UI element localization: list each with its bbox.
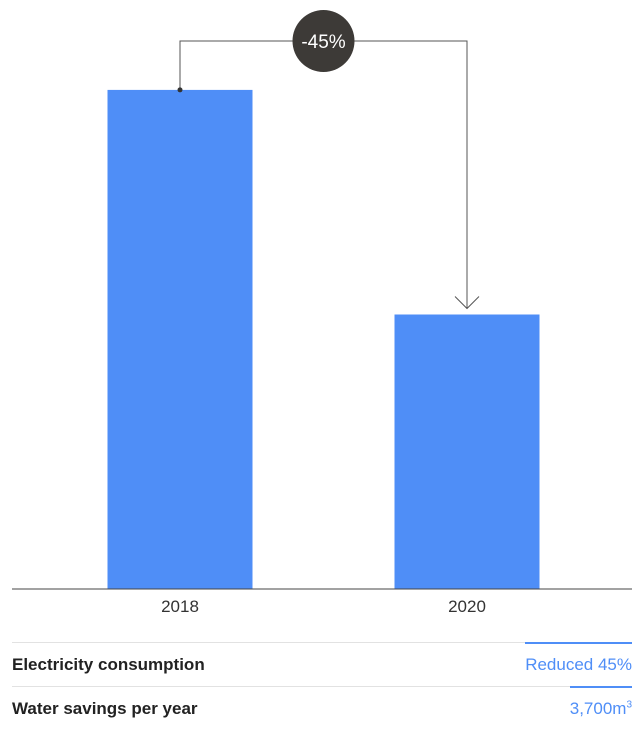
x-tick-label-2018: 2018: [161, 597, 199, 616]
bar-chart: 2018 2020 -45%: [12, 10, 632, 616]
connector-arrowhead: [454, 296, 480, 310]
stat-value-text: Reduced 45%: [525, 655, 632, 674]
stat-accent-line: [525, 642, 632, 644]
x-tick-labels: 2018 2020: [161, 597, 486, 616]
stat-value: 3,700m3: [569, 686, 632, 719]
x-tick-label-2020: 2020: [448, 597, 486, 616]
stat-label: Electricity consumption: [12, 655, 205, 674]
change-badge: [292, 10, 355, 72]
stat-row-electricity: Electricity consumption Reduced 45%: [12, 642, 632, 686]
stat-row-water: Water savings per year 3,700m3: [12, 686, 632, 730]
stat-value-text: 3,700m: [569, 699, 627, 718]
bar-2020: [394, 314, 540, 589]
bars-group: [107, 89, 540, 589]
stats-list: Electricity consumption Reduced 45% Wate…: [12, 642, 632, 730]
change-badge-label: -45%: [301, 32, 345, 53]
change-annotation: -45%: [177, 10, 480, 310]
stat-accent-line: [569, 686, 632, 688]
bar-2018: [107, 89, 253, 589]
stat-value: Reduced 45%: [525, 642, 632, 675]
connector-start-dot: [177, 87, 183, 93]
stat-label: Water savings per year: [12, 699, 198, 718]
stat-value-superscript: 3: [626, 699, 632, 711]
